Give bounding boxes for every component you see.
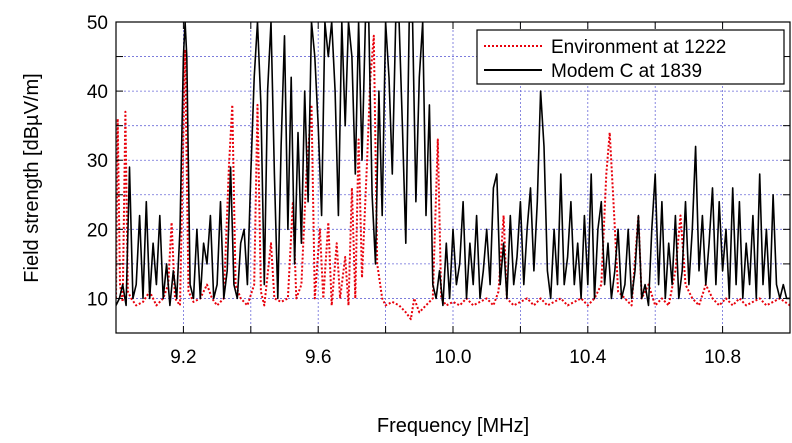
y-axis-label: Field strength [dBµV/m] (21, 73, 43, 282)
y-tick-label: 50 (87, 13, 108, 34)
legend-label-environment: Environment at 1222 (551, 37, 726, 58)
series-layer (116, 22, 790, 321)
y-tick-labels: 10 20 30 40 50 (87, 13, 108, 310)
legend-box (476, 29, 785, 85)
legend: Environment at 1222 Modem C at 1839 (476, 29, 785, 85)
x-tick-label: 10.4 (569, 347, 606, 368)
x-tick-label: 9.6 (305, 347, 331, 368)
x-axis-label: Frequency [MHz] (377, 415, 529, 437)
x-tick-labels: 9.2 9.6 10.0 10.4 10.8 (170, 347, 741, 368)
axis-ticks (116, 22, 790, 333)
x-tick-label: 9.2 (170, 347, 196, 368)
x-tick-label: 10.0 (435, 347, 472, 368)
x-tick-label: 10.8 (704, 347, 741, 368)
legend-label-modem: Modem C at 1839 (551, 61, 702, 82)
y-tick-label: 20 (87, 220, 108, 241)
y-tick-label: 40 (87, 82, 108, 103)
y-tick-label: 10 (87, 289, 108, 310)
series-modem-line (116, 22, 790, 307)
y-tick-label: 30 (87, 151, 108, 172)
